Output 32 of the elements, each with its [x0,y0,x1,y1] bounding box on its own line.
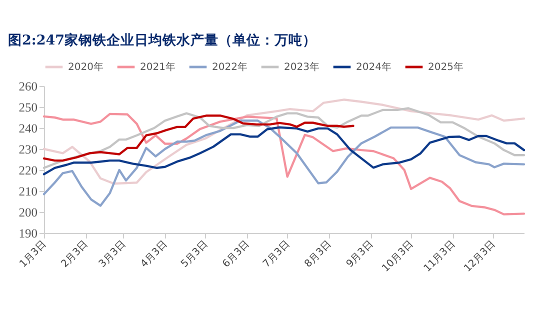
legend-label: 2021年 [140,61,176,73]
legend-label: 2022年 [212,61,248,73]
x-tick-label: 4月3日 [138,238,170,270]
x-tick-label: 5月3日 [179,238,210,270]
y-tick-label: 190 [18,226,38,240]
x-tick-label: 3月3日 [97,238,128,270]
x-tick-label: 7月3日 [261,238,292,270]
legend-label: 2023年 [284,61,320,73]
x-tick-label: 11月3日 [422,238,458,274]
legend-label: 2020年 [68,61,104,73]
y-tick-label: 210 [18,184,38,198]
x-tick-label: 10月3日 [380,238,416,274]
line-series [42,120,526,207]
x-tick-label: 1月3日 [18,238,49,270]
legend-label: 2024年 [356,61,392,73]
x-tick-label: 12月3日 [462,238,498,274]
x-tick-label: 8月3日 [302,238,334,270]
chart-title: 图2:247家钢铁企业日均铁水产量（单位：万吨） [8,32,317,48]
y-tick-label: 260 [18,80,38,94]
line-series [42,114,354,162]
y-tick-label: 220 [18,164,38,178]
line-series [42,98,526,185]
y-tick-label: 250 [18,100,38,114]
x-tick-label: 6月3日 [220,238,252,270]
line-series [42,126,526,176]
y-tick-label: 230 [18,142,38,156]
line-series [42,112,526,216]
x-tick-label: 2月3日 [60,238,90,270]
legend-label: 2025年 [428,61,464,73]
y-tick-label: 240 [18,122,38,136]
x-tick-label: 9月3日 [344,238,376,270]
y-tick-label: 200 [18,206,38,220]
